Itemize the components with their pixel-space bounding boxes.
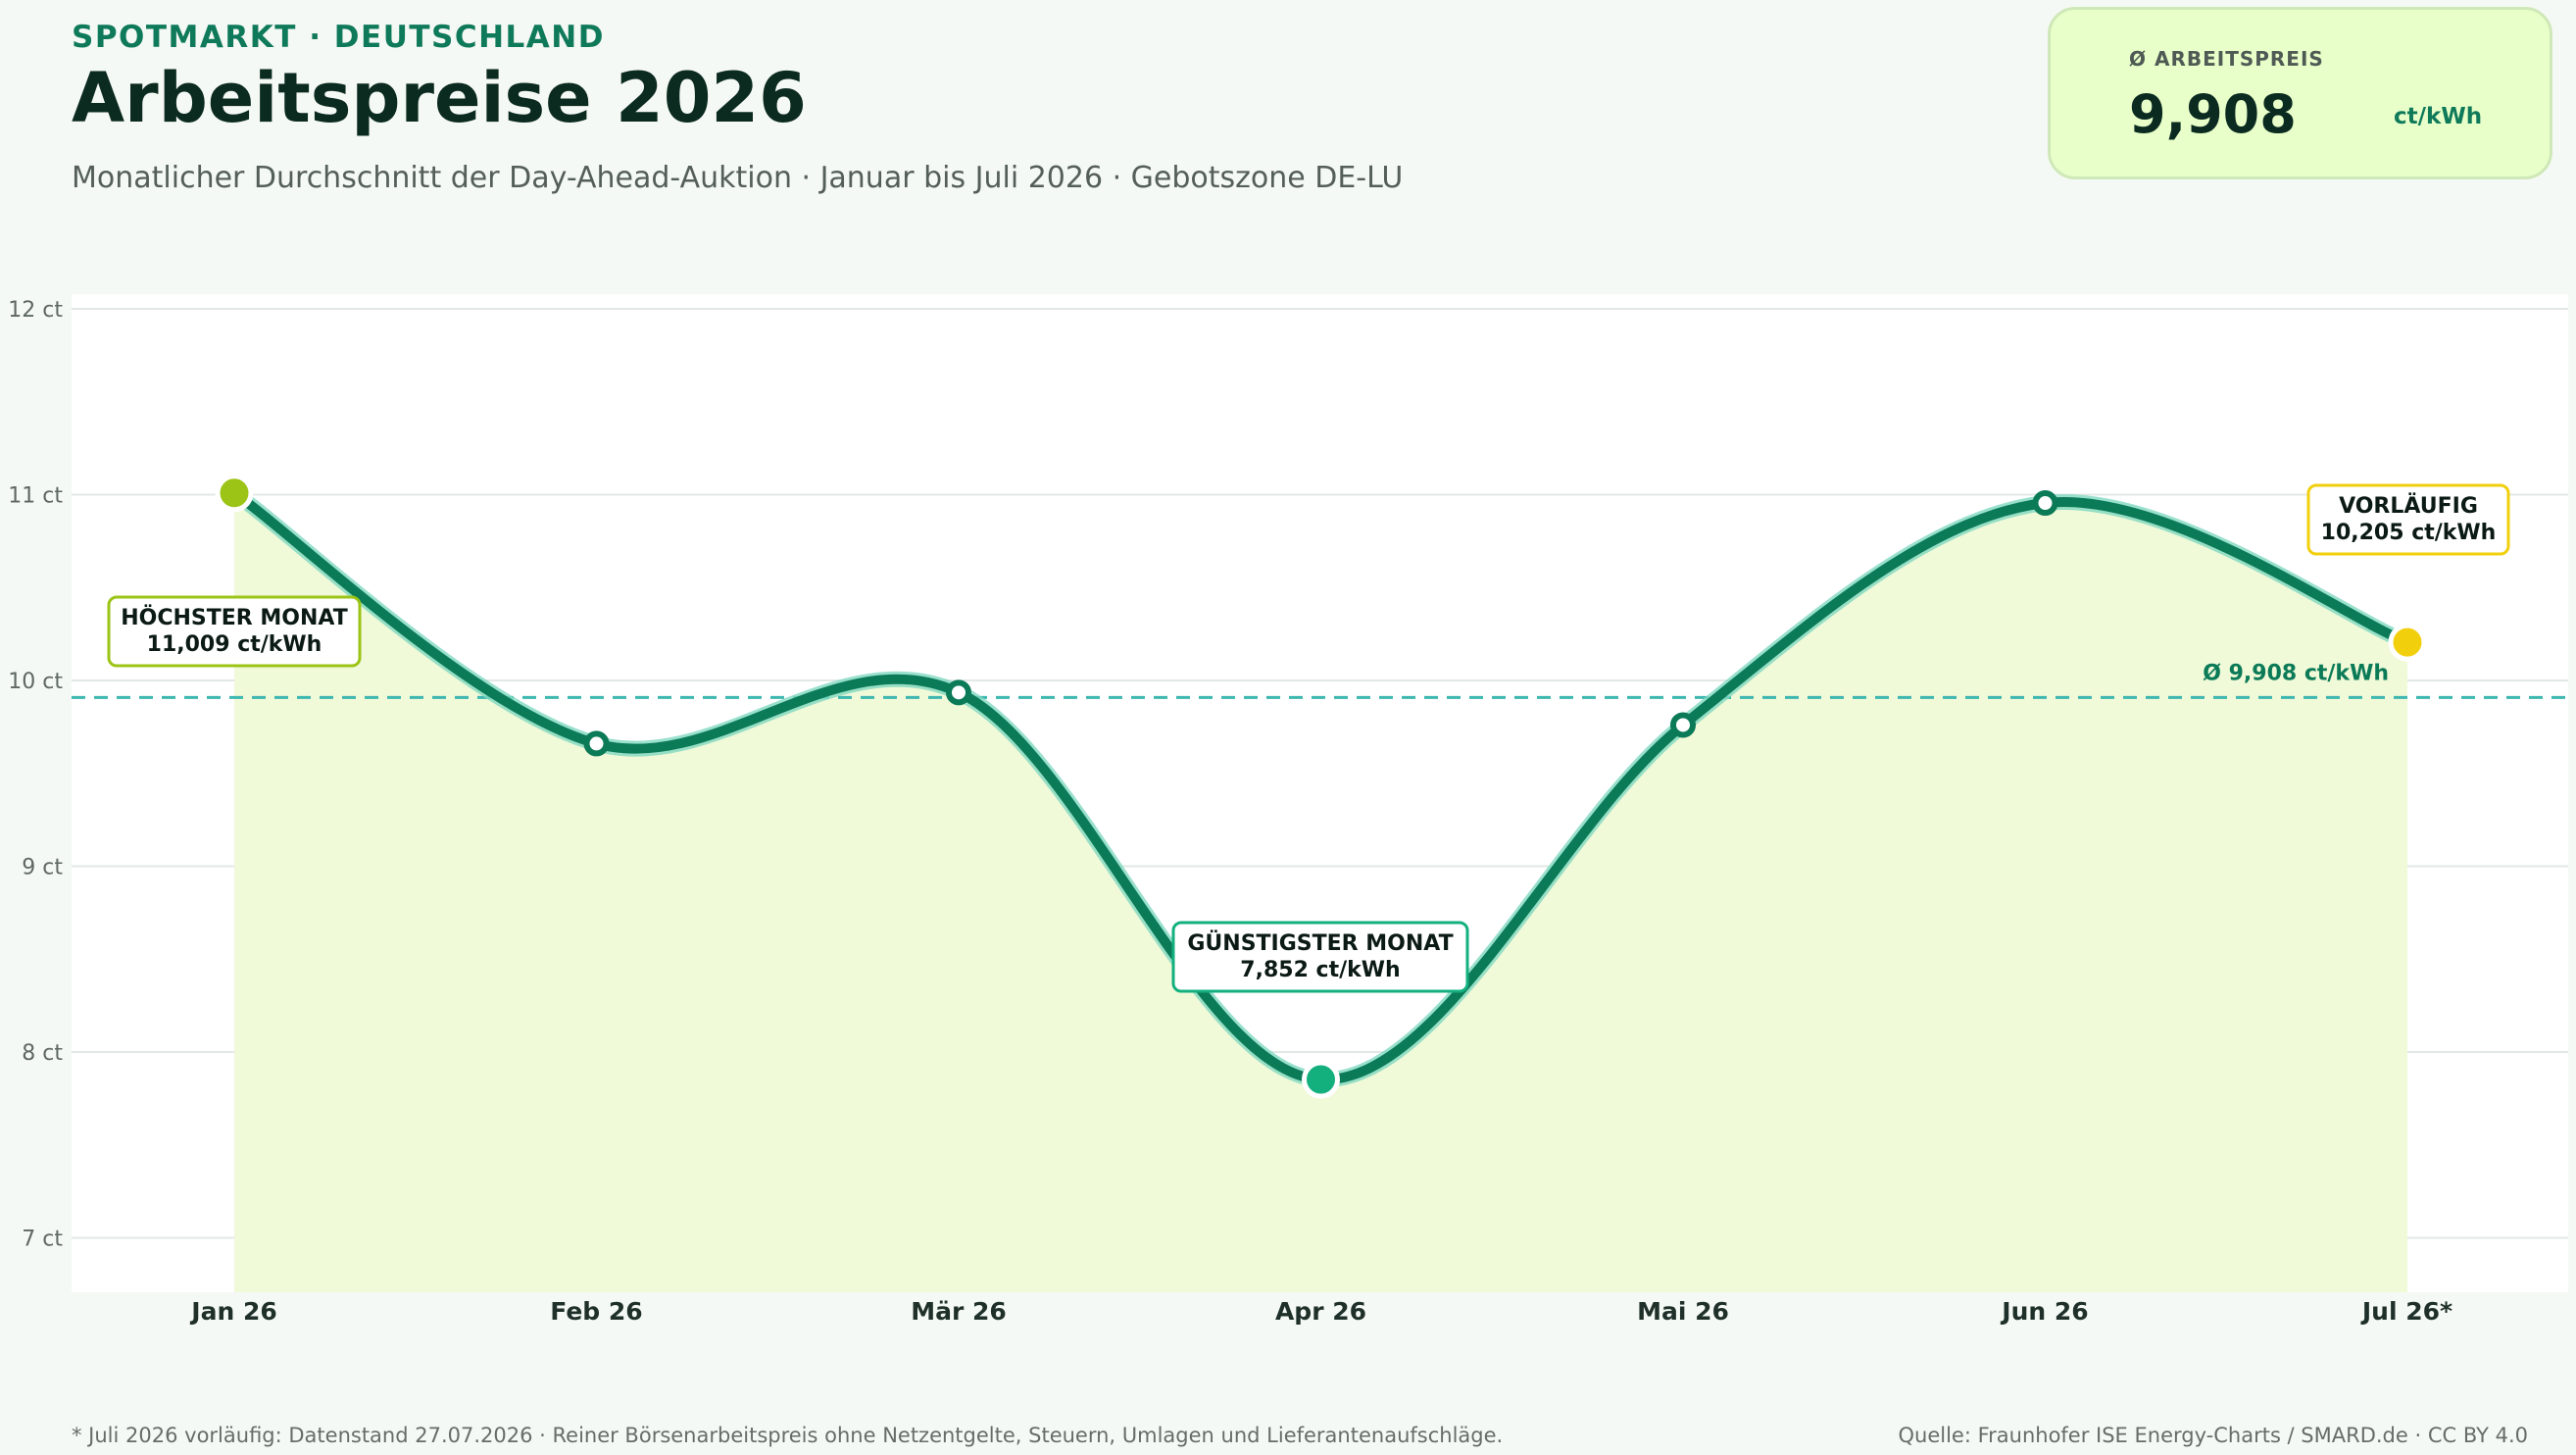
x-tick-label: Jul 26* [2360,1297,2452,1326]
kpi-value: 9,908 [2129,83,2297,145]
y-tick-label: 10 ct [8,670,63,694]
price-line-chart: 7 ct 8 ct 9 ct 10 ct 11 ct 12 ct Ø 9,908 ct/k… [8,298,2568,1326]
annotation-box [107,595,362,668]
average-price-card: Ø ARBEITSPREIS 9,908 ct/kWh [2048,7,2552,179]
page-subtitle: Monatlicher Durchschnitt der Day-Ahead-A… [72,161,1404,195]
annotation-value: 10,205 ct/kWh [2321,521,2497,545]
x-tick-label: Apr 26 [1275,1297,1366,1326]
x-tick-label: Feb 26 [550,1297,642,1326]
y-tick-label: 9 ct [22,856,63,880]
x-tick-label: Jun 26 [2000,1297,2088,1326]
y-tick-label: 8 ct [22,1041,63,1066]
y-tick-label: 12 ct [8,298,63,323]
data-point-highlight [1302,1060,1340,1099]
annotation-value: 7,852 ct/kWh [1240,958,1400,982]
data-point [2032,490,2058,517]
annotation-value: 11,009 ct/kWh [147,632,322,657]
x-tick-label: Mai 26 [1637,1297,1729,1326]
kpi-unit: ct/kWh [2394,104,2483,129]
page-title: Arbeitspreise 2026 [72,58,807,138]
x-tick-label: Jan 26 [189,1297,276,1326]
source-credit: Quelle: Fraunhofer ISE Energy-Charts / S… [1898,1424,2528,1447]
x-tick-label: Mär 26 [911,1297,1007,1326]
data-point [1670,712,1696,738]
data-point [583,730,610,757]
y-tick-label: 11 ct [8,484,63,509]
eyebrow-label: SPOTMARKT · DEUTSCHLAND [72,20,605,55]
y-tick-label: 7 ct [22,1228,63,1252]
area-fill [234,492,2407,1292]
data-point-highlight [2388,623,2427,662]
data-point [946,679,971,706]
annotation-box [2306,483,2510,556]
annotation-title: VORLÄUFIG [2339,493,2478,519]
annotation-title: GÜNSTIGSTER MONAT [1187,930,1453,956]
annotation-box [1171,921,1469,993]
annotation-title: HÖCHSTER MONAT [121,605,347,630]
average-label: Ø 9,908 ct/kWh [2203,661,2389,685]
kpi-label: Ø ARBEITSPREIS [2129,47,2324,71]
data-point-highlight [215,474,254,513]
footnote: * Juli 2026 vorläufig: Datenstand 27.07.… [72,1424,1504,1447]
